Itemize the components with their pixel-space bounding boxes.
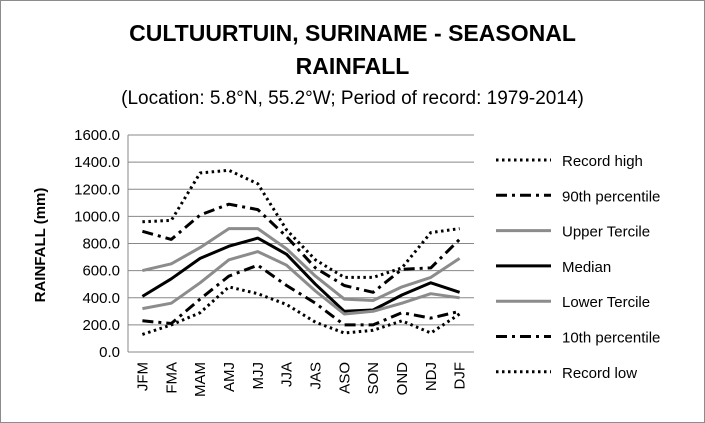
series-line-90th-percentile (141, 202, 461, 294)
x-tick-label: MAM (192, 362, 209, 397)
x-tick-labels: JFM FMA MAM AMJ MJJ JJA JAS ASO SON OND NDJ DJF (134, 362, 468, 397)
x-tick-label: JFM (134, 362, 151, 391)
series-line-lower-tercile (142, 250, 460, 316)
y-tick-label: 200.0 (82, 317, 120, 334)
x-tick-label: JAS (307, 362, 324, 390)
x-tick-label: FMA (163, 362, 180, 394)
y-tick-label: 1000.0 (74, 208, 120, 225)
x-tick-label: MJJ (250, 362, 267, 390)
y-axis-label: RAINFALL (mm) (32, 188, 49, 303)
axes (127, 135, 474, 353)
chart-title-line1: CULTUURTUIN, SURINAME - SEASONAL (129, 20, 576, 46)
legend-label: Record low (562, 365, 637, 382)
y-tick-labels: 0.0 200.0 400.0 600.0 800.0 1000.0 1200.0 1400.… (74, 127, 120, 361)
y-tick-label: 400.0 (82, 290, 120, 307)
series-lines (141, 168, 461, 336)
y-tick-label: 600.0 (82, 263, 120, 280)
y-tick-label: 800.0 (82, 236, 120, 253)
legend-label: 10th percentile (562, 330, 660, 347)
x-tick-label: JJA (279, 362, 296, 387)
legend-label: Lower Tercile (562, 294, 650, 311)
series-line-record-low (141, 285, 461, 336)
x-tick-label: SON (365, 362, 382, 395)
legend-label: Median (562, 259, 611, 276)
x-tick-label: OND (394, 362, 411, 396)
y-tick-label: 1600.0 (74, 127, 120, 144)
series-line-median (141, 236, 461, 313)
chart-subtitle: (Location: 5.8°N, 55.2°W; Period of reco… (121, 88, 584, 109)
x-tick-label: NDJ (423, 362, 440, 391)
series-line-10th-percentile (142, 263, 460, 327)
y-tick-label: 1200.0 (74, 181, 120, 198)
chart-title-line2: RAINFALL (295, 53, 410, 79)
legend-label: Record high (562, 153, 643, 170)
legend-label: 90th percentile (562, 188, 660, 205)
x-tick-label: AMJ (221, 362, 238, 392)
legend-label: Upper Tercile (562, 224, 650, 241)
y-tick-label: 0.0 (99, 344, 120, 361)
legend: Record high 90th percentile Upper Tercile M… (496, 153, 660, 382)
series-line-upper-tercile (142, 227, 461, 302)
y-tick-label: 1400.0 (74, 154, 120, 171)
x-tick-label: ASO (336, 362, 353, 394)
x-tick-label: DJF (452, 362, 469, 390)
